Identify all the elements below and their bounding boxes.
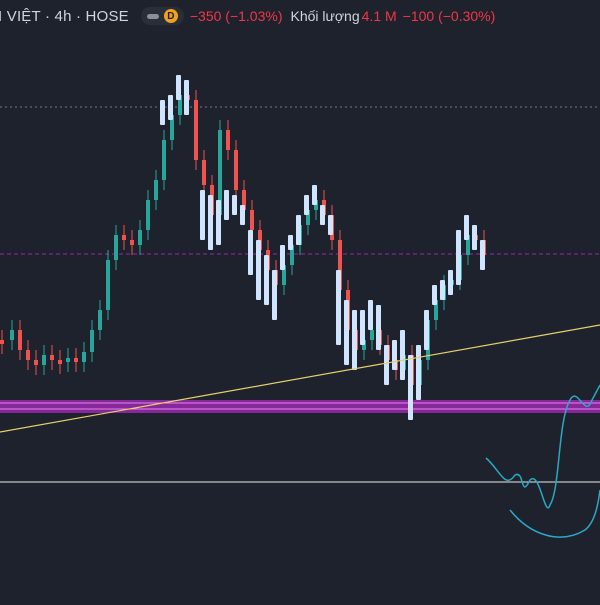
candle-body [202,160,206,185]
candle-body [370,330,374,340]
highlighted-bar [480,240,485,270]
highlighted-bar [176,75,181,100]
legend-controls[interactable]: D [140,7,184,25]
candle-body [242,190,246,210]
highlighted-bar [448,270,453,295]
candle-body [42,355,46,365]
highlighted-bar [264,255,269,305]
candle-body [34,360,38,365]
candle-body [10,330,14,340]
candle-body [106,260,110,310]
candle-body [434,300,438,320]
highlighted-bar [456,230,461,285]
highlighted-bar [360,310,365,345]
eye-toggle-icon[interactable] [146,13,159,19]
candle-body [58,360,62,364]
candle-body [74,358,78,362]
highlighted-bar [336,270,341,345]
highlighted-bar [280,245,285,270]
highlighted-bar [392,340,397,370]
highlighted-bar [272,270,277,320]
highlighted-bar [296,215,301,245]
candle-body [98,310,102,330]
highlighted-bar [440,280,445,300]
hand-drawn-arc [509,489,600,538]
chart-legend: I VIỆT · 4h · HOSE D −350 (−1.03%) Khối … [0,0,600,32]
highlighted-bar [304,195,309,215]
candle-body [130,240,134,245]
highlighted-bar [160,100,165,125]
highlighted-bar [224,190,229,220]
highlighted-bar [424,310,429,350]
highlighted-bar [472,225,477,250]
highlighted-bar [288,235,293,250]
highlighted-bar [184,80,189,115]
candle-body [162,140,166,180]
volume-label: Khối lượng [290,8,360,24]
price-change: −350 (−1.03%) [189,8,283,24]
candle-body [282,265,286,285]
highlighted-bar [400,330,405,380]
highlighted-bar [200,190,205,240]
candle-body [338,240,342,290]
candle-body [154,180,158,200]
candle-body [0,340,4,344]
volume-change: −100 (−0.30%) [402,8,496,24]
highlighted-bar [240,205,245,225]
highlighted-bar [464,215,469,240]
candle-body [82,352,86,362]
candle-body [218,130,222,215]
highlighted-bar [328,215,333,235]
candle-body [122,235,126,240]
candle-body [50,355,54,360]
candle-body [170,115,174,140]
candle-body [18,330,22,350]
hand-drawn-projection [485,384,600,509]
candle-body [178,95,182,115]
highlighted-bar [216,200,221,245]
highlighted-bar [368,300,373,330]
highlighted-bar [248,230,253,275]
candle-body [250,210,254,230]
candle-body [114,235,118,260]
highlighted-bar [432,285,437,305]
highlighted-bar [232,195,237,215]
candle-body [26,350,30,360]
highlighted-bar [208,195,213,250]
candle-body [466,235,470,255]
highlighted-bar [312,185,317,205]
volume-value: 4.1 M [361,8,397,24]
highlighted-bar [408,355,413,420]
highlighted-bar [352,310,357,370]
highlighted-bar [416,345,421,400]
candle-body [194,100,198,160]
highlighted-bar [256,240,261,300]
candle-body [226,130,230,150]
highlighted-bar [384,345,389,385]
symbol-title[interactable]: I VIỆT · 4h · HOSE [0,7,129,25]
candle-body [66,358,70,362]
candle-body [146,200,150,230]
candle-body [90,330,94,352]
rising-trendline [0,324,600,433]
dividend-badge-icon[interactable]: D [163,9,178,23]
candle-body [234,150,238,190]
highlighted-bar [376,305,381,350]
candle-body [306,210,310,225]
support-zone [0,400,600,413]
highlighted-bar [320,205,325,225]
candle-body [138,230,142,245]
candle-body [290,245,294,265]
highlighted-bar [168,95,173,120]
highlighted-bar [344,300,349,365]
